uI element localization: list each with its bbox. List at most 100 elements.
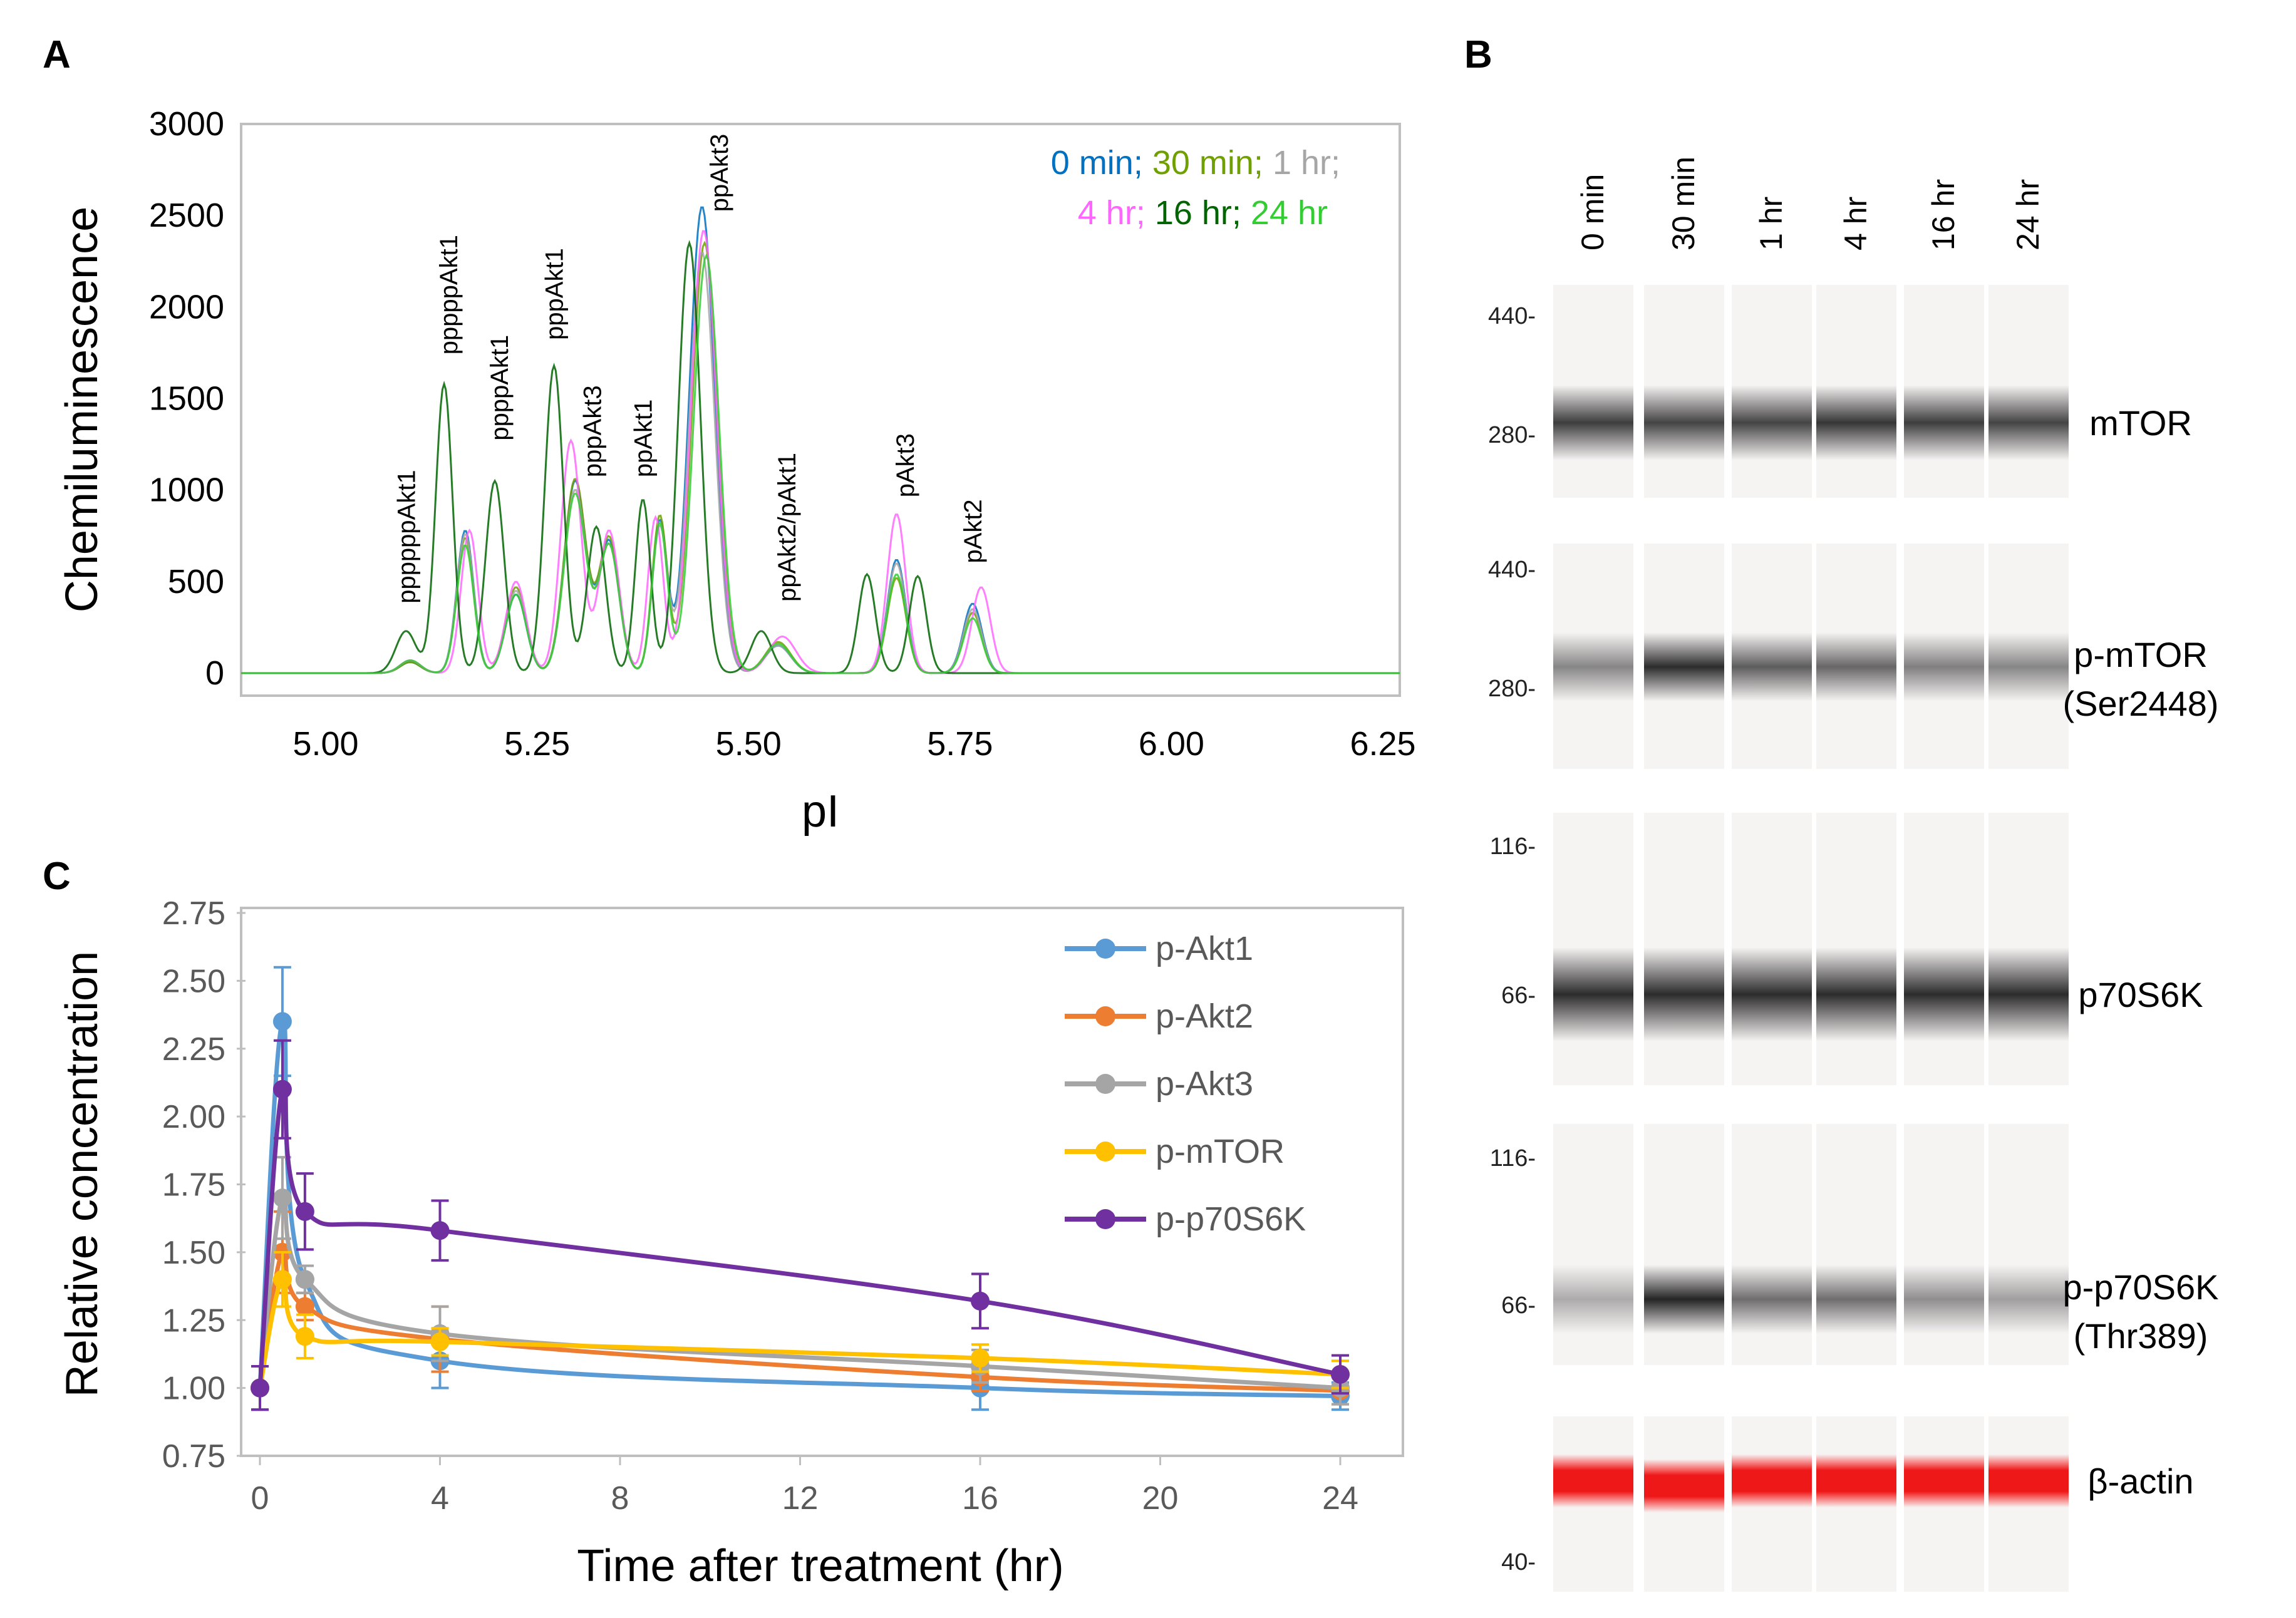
panel-b-mw-marker: 280- (1488, 422, 1536, 448)
panel-b-band (1644, 632, 1724, 701)
panel-b-band (1816, 1454, 1896, 1508)
panel-b-band (1816, 385, 1896, 460)
panel-c-legend-label: p-Akt2 (1156, 997, 1253, 1035)
panel-c-y-tick-label: 1.00 (162, 1371, 225, 1407)
panel-b-lane-label: 0 min (1575, 174, 1610, 250)
panel-c-legend-label: p-Akt1 (1156, 930, 1253, 967)
panel-c-legend-label: p-mTOR (1156, 1133, 1285, 1170)
panel-b-mw-marker: 440- (1488, 557, 1536, 583)
panel-b-band (1644, 1265, 1724, 1334)
panel-a-y-tick-label: 3000 (149, 105, 224, 143)
panel-c-data-point (430, 1221, 450, 1240)
panel-c-data-point (295, 1327, 314, 1346)
panel-b-band (1816, 1265, 1896, 1334)
panel-a-peak-label: pAkt3 (892, 433, 919, 497)
panel-c-legend-marker (1095, 939, 1115, 959)
panel-a-legend-line-2: 4 hr; 16 hr; 24 hr (1078, 194, 1328, 232)
panel-c-data-point (251, 1378, 269, 1398)
panel-a-series-line (241, 240, 1400, 674)
panel-b-band (1988, 1265, 2069, 1334)
panel-b-mw-marker: 116- (1490, 833, 1536, 860)
panel-a-peak-label: ppAkt3 (706, 134, 733, 212)
panel-b-mw-marker: 280- (1488, 676, 1536, 702)
panel-c-legend-marker (1095, 1141, 1115, 1162)
panel-a-peak-label: ppAkt2/pAkt1 (773, 453, 801, 602)
panel-c-data-point (295, 1202, 314, 1221)
panel-b-protein-label-line2: (Ser2448) (2062, 684, 2218, 723)
panel-c-data-point (272, 1012, 292, 1031)
panel-a-x-tick-label: 5.50 (716, 725, 782, 763)
panel-c-data-point (971, 1291, 990, 1311)
panel-a-x-tick-label: 6.00 (1139, 725, 1204, 763)
panel-c-data-point (272, 1188, 292, 1208)
panel-c-y-tick-label: 1.25 (162, 1302, 225, 1339)
panel-a-series-line (241, 240, 1400, 674)
panel-a-series-line (241, 230, 1400, 674)
panel-c-y-tick-label: 2.50 (162, 963, 225, 999)
panel-c-data-point (295, 1270, 314, 1289)
panel-c-data-point (971, 1348, 990, 1368)
panel-b-lane-label: 24 hr (2010, 179, 2045, 250)
panel-a-y-tick-label: 2000 (149, 288, 224, 326)
panel-c-data-point (295, 1297, 314, 1316)
panel-b-band (1904, 385, 1984, 460)
panel-c-legend-label: p-p70S6K (1156, 1200, 1306, 1238)
panel-b-band (1988, 632, 2069, 701)
panel-c-legend-marker (1095, 1074, 1115, 1094)
panel-b-blots: 0 min 30 min 1 hr 4 hr 16 hr 24 hr 440- 280- mT… (1488, 157, 2219, 1592)
panel-label-c: C (43, 855, 71, 898)
panel-a-y-tick-label: 0 (205, 654, 224, 692)
panel-b-band (1988, 385, 2069, 460)
panel-a-series-line (241, 252, 1400, 674)
panel-c-data-point (272, 1080, 292, 1099)
panel-a-peak-label: pAkt2 (959, 499, 987, 563)
panel-b-band (1644, 947, 1724, 1041)
panel-b-mw-marker: 116- (1490, 1145, 1536, 1172)
panel-b-lane-label: 30 min (1666, 157, 1701, 250)
panel-a-y-tick-label: 1500 (149, 380, 224, 418)
panel-a-chart: 0 500 1000 1500 2000 2500 3000 5.00 5.25 5.50 5.7… (57, 105, 1416, 837)
panel-a-legend-entry: 30 min; (1143, 144, 1263, 182)
panel-b-band (1904, 947, 1984, 1041)
panel-a-legend-entry: 4 hr; (1078, 194, 1145, 232)
panel-a-legend-entry: 16 hr; (1145, 194, 1241, 232)
panel-c-y-axis-title: Relative concentration (57, 951, 107, 1397)
panel-a-legend-entry: 1 hr; (1263, 144, 1340, 182)
panel-c-x-tick-label: 16 (962, 1480, 998, 1517)
panel-b-lane-label: 1 hr (1754, 197, 1789, 250)
panel-b-band (1988, 947, 2069, 1041)
panel-c-x-tick-label: 20 (1142, 1480, 1179, 1517)
panel-c-x-tick-label: 24 (1322, 1480, 1358, 1517)
panel-b-band (1904, 1265, 1984, 1334)
panel-b-band (1732, 632, 1812, 701)
panel-c-x-tick-label: 4 (431, 1480, 449, 1517)
panel-c-series-line (257, 1018, 1341, 1399)
panel-b-band (1732, 1454, 1812, 1508)
panel-a-peak-label: pppAkt1 (541, 248, 569, 340)
panel-a-x-tick-label: 5.75 (927, 725, 993, 763)
panel-c-data-point (272, 1270, 292, 1289)
panel-b-mw-marker: 40- (1501, 1549, 1536, 1575)
panel-c-legend-marker (1095, 1006, 1115, 1026)
panel-b-band (1816, 632, 1896, 701)
panel-c-y-tick-label: 2.00 (162, 1099, 225, 1135)
panel-b-band (1732, 1265, 1812, 1334)
panel-a-y-axis-title: Chemiluminescence (57, 207, 107, 612)
panel-b-band (1816, 947, 1896, 1041)
panel-b-band (1644, 1459, 1724, 1513)
panel-c-x-tick-label: 8 (611, 1480, 629, 1517)
panel-b-band (1732, 947, 1812, 1041)
panel-b-mw-marker: 66- (1501, 982, 1536, 1009)
panel-a-legend-entry: 0 min; (1051, 144, 1143, 182)
panel-a-legend-entry: 24 hr (1241, 194, 1328, 232)
panel-c-legend-label: p-Akt3 (1156, 1065, 1253, 1103)
panel-b-band (1553, 1454, 1633, 1508)
panel-b-protein-label: p-p70S6K (2062, 1267, 2218, 1307)
panel-b-lane-label: 4 hr (1838, 197, 1873, 250)
panel-b-protein-label: mTOR (2089, 403, 2192, 443)
panel-c-x-tick-label: 12 (782, 1480, 819, 1517)
panel-a-peak-label: ppAkt1 (629, 399, 657, 478)
panel-c-y-tick-label: 1.50 (162, 1235, 225, 1271)
panel-b-band (1988, 1454, 2069, 1508)
panel-c-x-tick-label: 0 (251, 1480, 269, 1517)
